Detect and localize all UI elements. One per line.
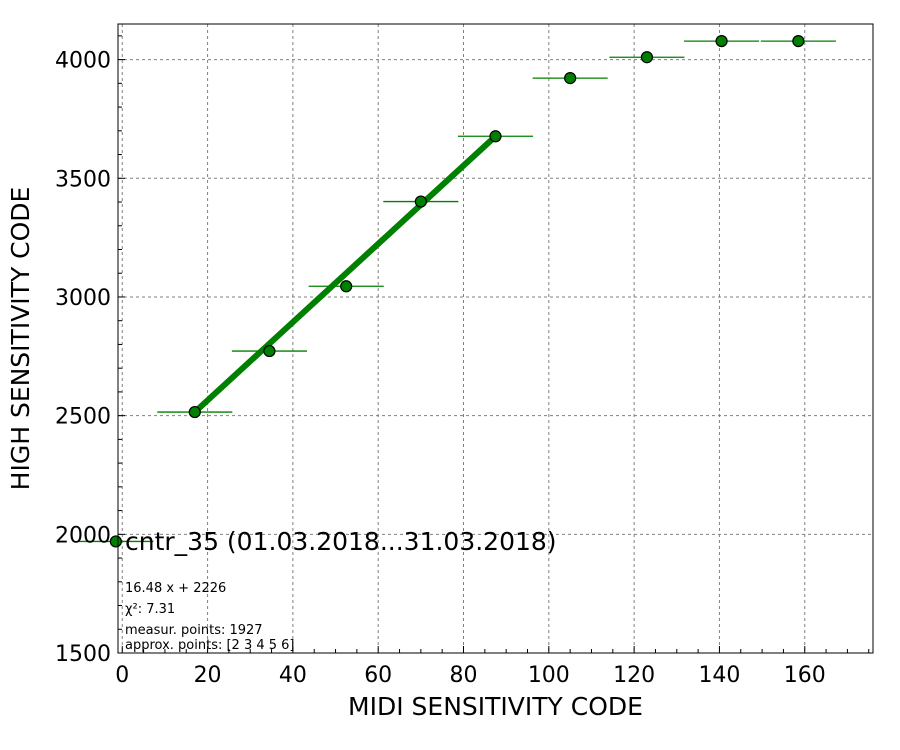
y-axis-ticks: 1500 2000 2500 3000 3500 4000 — [55, 49, 125, 667]
data-point — [792, 34, 805, 48]
data-point — [188, 405, 201, 419]
data-point — [489, 130, 502, 143]
data-point — [414, 195, 427, 208]
legend-label: cntr_35 (01.03.2018...31.03.2018) — [125, 527, 557, 556]
x-tick-label: 20 — [194, 663, 222, 688]
fit-annotation: 16.48 x + 2226 χ²: 7.31 measur. points: … — [125, 581, 295, 653]
legend: cntr_35 (01.03.2018...31.03.2018) — [125, 527, 557, 556]
x-tick-label: 100 — [528, 663, 570, 688]
grid — [118, 24, 873, 653]
x-axis-label: MIDI SENSITIVITY CODE — [348, 692, 643, 721]
y-tick-label: 2500 — [55, 405, 111, 430]
fit-line-group — [192, 134, 498, 415]
y-tick-label: 1500 — [55, 642, 111, 667]
y-axis-label: HIGH SENSITIVITY CODE — [6, 187, 35, 491]
x-tick-label: 40 — [279, 663, 307, 688]
data-points — [109, 34, 805, 548]
x-tick-label: 0 — [115, 663, 129, 688]
data-point — [640, 51, 654, 64]
fit-line — [192, 134, 498, 415]
approx-points: approx. points: [2 3 4 5 6] — [125, 638, 295, 653]
y-tick-label: 3500 — [55, 167, 111, 192]
y-tick-label: 4000 — [55, 49, 111, 74]
x-tick-label: 120 — [613, 663, 655, 688]
x-axis-ticks: 0 20 40 60 80 100 120 140 160 — [115, 646, 826, 688]
minor-ticks — [118, 35, 870, 653]
y-tick-label: 2000 — [55, 523, 111, 548]
y-tick-label: 3000 — [55, 286, 111, 311]
data-point — [263, 344, 276, 358]
x-tick-label: 160 — [784, 663, 826, 688]
x-tick-label: 140 — [698, 663, 740, 688]
plot-frame — [117, 23, 874, 654]
data-point — [340, 280, 353, 293]
fit-equation: 16.48 x + 2226 — [125, 581, 226, 596]
data-point — [715, 34, 728, 48]
data-point — [564, 72, 577, 85]
x-tick-label: 80 — [450, 663, 478, 688]
data-point — [109, 535, 122, 548]
measured-points: measur. points: 1927 — [125, 623, 263, 638]
error-bars — [78, 40, 836, 543]
chi-square: χ²: 7.31 — [125, 602, 175, 617]
x-tick-label: 60 — [364, 663, 392, 688]
